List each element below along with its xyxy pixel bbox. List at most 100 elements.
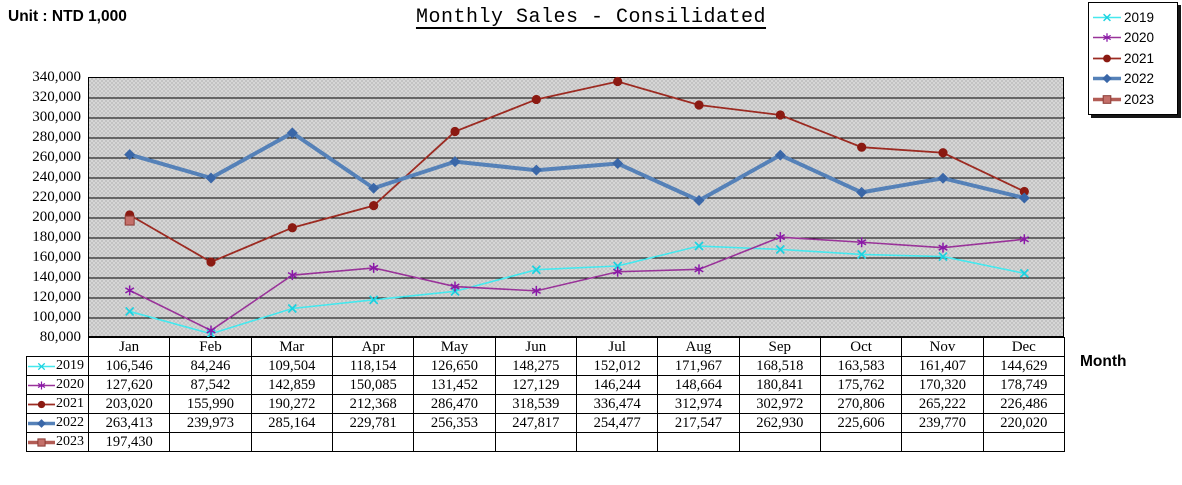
cell-2019-Mar: 109,504 (250, 356, 333, 376)
marker-x (287, 303, 297, 314)
cell-2021-Oct: 270,806 (819, 394, 903, 414)
marker-x (694, 241, 704, 251)
cell-2019-Oct: 163,583 (819, 356, 903, 376)
month-header-Jun: Jun (494, 337, 577, 357)
data-table: Jan Feb Mar Apr May Jun Jul Aug Sep Oct Nov Dec 2019… (26, 337, 1065, 452)
marker-asterisk (775, 232, 786, 243)
cell-2023-Jan: 197,430 (87, 432, 171, 452)
y-tick-label: 140,000 (32, 269, 81, 285)
marker-diamond (368, 182, 380, 194)
marker-diamond (124, 149, 136, 161)
cell-2020-Feb: 87,542 (169, 375, 252, 395)
chart-title: Monthly Sales - Consilidated (415, 6, 767, 29)
marker-x (531, 265, 541, 275)
cell-2019-Jul: 152,012 (575, 356, 659, 376)
series-line-2019 (129, 245, 1025, 335)
series-line-2022 (129, 130, 1025, 203)
cell-2022-Mar: 285,164 (250, 413, 333, 433)
marker-x (857, 249, 867, 260)
legend-item-2023: 2023 (1092, 89, 1174, 110)
month-header-Jul: Jul (575, 337, 659, 357)
marker-circle (287, 223, 297, 233)
marker-diamond (937, 172, 949, 184)
cell-2022-Dec: 220,020 (982, 413, 1065, 433)
y-tick-label: 100,000 (32, 309, 81, 325)
month-header-Jan: Jan (87, 337, 171, 357)
marker-x (938, 251, 948, 262)
month-header-Feb: Feb (169, 337, 252, 357)
marker-x (37, 362, 46, 370)
cell-2022-Nov: 239,770 (901, 413, 984, 433)
row-label-inner: 2022 (28, 415, 88, 431)
cell-2023-Apr (331, 432, 415, 452)
table-row-2021: 2021 203,020 155,990 190,272 212,368 286,470 3… (26, 394, 1065, 414)
marker-asterisk (206, 325, 216, 336)
marker-circle (37, 400, 46, 408)
marker-circle (938, 148, 948, 158)
row-key-2021-icon (28, 400, 55, 408)
cell-2023-Nov (901, 432, 984, 452)
marker-asterisk (287, 270, 298, 281)
cell-2022-Aug: 217,547 (657, 413, 740, 433)
marker-x (775, 244, 785, 255)
cell-2022-Jan: 263,413 (87, 413, 171, 433)
marker-circle (206, 257, 216, 267)
marker-circle (857, 142, 867, 152)
marker-asterisk (368, 262, 379, 273)
row-label-2019: 2019 (26, 356, 89, 376)
marker-diamond (530, 164, 542, 176)
marker-square (1102, 94, 1112, 104)
row-label-inner: 2023 (28, 434, 88, 450)
cell-2022-Jun: 247,817 (494, 413, 577, 433)
legend-key-2020-icon (1093, 33, 1121, 42)
y-tick-label: 180,000 (32, 229, 81, 245)
cell-2023-Oct (819, 432, 903, 452)
y-tick-label: 200,000 (32, 209, 81, 225)
cell-2020-May: 131,452 (413, 375, 496, 395)
y-tick-label: 80,000 (39, 329, 81, 345)
marker-diamond (612, 158, 624, 170)
cell-2023-Feb (169, 432, 252, 452)
series-line-2021 (129, 80, 1025, 264)
cell-2023-Dec (982, 432, 1065, 452)
cell-2021-Feb: 155,990 (169, 394, 252, 414)
table-row-2020: 2020 127,620 87,542 142,859 150,085 131,452 12… (26, 375, 1065, 395)
marker-circle (1019, 186, 1029, 197)
marker-circle (613, 76, 623, 87)
cell-2021-May: 286,470 (413, 394, 496, 414)
marker-asterisk (1019, 234, 1030, 245)
marker-diamond (693, 194, 705, 206)
row-year-label: 2020 (56, 377, 84, 392)
cell-2019-Sep: 168,518 (738, 356, 821, 376)
cell-2019-Apr: 118,154 (331, 356, 415, 376)
month-header-Sep: Sep (738, 337, 821, 357)
marker-asterisk (694, 264, 704, 275)
legend-label: 2023 (1124, 91, 1155, 107)
marker-x (613, 261, 623, 271)
y-tick-label: 120,000 (32, 289, 81, 305)
marker-asterisk (856, 237, 867, 248)
cell-2023-May (413, 432, 496, 452)
legend-item-2022: 2022 (1092, 69, 1174, 90)
cell-2020-Mar: 142,859 (250, 375, 333, 395)
legend-label: 2021 (1124, 50, 1155, 66)
cell-2021-Aug: 312,974 (657, 394, 740, 414)
row-key-2020-icon (28, 381, 55, 389)
marker-asterisk (450, 281, 460, 292)
month-header-Apr: Apr (331, 337, 415, 357)
row-key-2022-icon (28, 418, 55, 428)
marker-diamond (205, 172, 217, 184)
cell-2020-Sep: 180,841 (738, 375, 821, 395)
legend: 2019 2020 2021 2022 2023 (1088, 2, 1178, 115)
y-tick-label: 260,000 (32, 149, 81, 165)
y-tick-label: 240,000 (32, 169, 81, 185)
row-year-label: 2021 (56, 396, 84, 411)
marker-x (369, 295, 379, 305)
marker-diamond (286, 127, 298, 139)
month-header-Nov: Nov (901, 337, 984, 357)
legend-label: 2022 (1124, 71, 1155, 87)
cell-2019-Nov: 161,407 (901, 356, 984, 376)
cell-2019-May: 126,650 (413, 356, 496, 376)
x-axis-title: Month (1080, 353, 1127, 370)
